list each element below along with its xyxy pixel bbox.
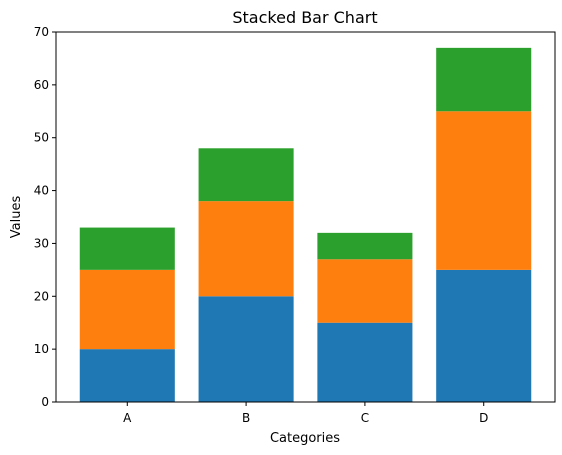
bar-B-segment-2 <box>198 201 294 297</box>
y-tick-label-50: 50 <box>34 131 49 145</box>
y-tick-label-30: 30 <box>34 236 49 250</box>
y-axis-label: Values <box>9 196 24 239</box>
bar-C-segment-3 <box>317 232 413 260</box>
bar-A-segment-3 <box>79 227 175 270</box>
bar-D-segment-2 <box>436 111 532 270</box>
x-tick-label-B: B <box>242 411 250 425</box>
y-tick-label-70: 70 <box>34 25 49 39</box>
y-tick-label-40: 40 <box>34 184 49 198</box>
bars-group <box>79 47 532 402</box>
x-tick-label-A: A <box>123 411 132 425</box>
bar-A-segment-1 <box>79 349 175 402</box>
x-tick-label-C: C <box>361 411 369 425</box>
bar-D-segment-1 <box>436 269 532 402</box>
bar-A-segment-2 <box>79 269 175 350</box>
y-tick-label-60: 60 <box>34 78 49 92</box>
y-tick-label-20: 20 <box>34 289 49 303</box>
bar-C-segment-1 <box>317 322 413 402</box>
x-tick-label-D: D <box>479 411 488 425</box>
bar-B-segment-3 <box>198 148 294 202</box>
chart-title: Stacked Bar Chart <box>232 8 377 27</box>
y-tick-label-10: 10 <box>34 342 49 356</box>
y-axis-ticks: 0 10 20 30 40 50 60 70 <box>34 25 56 409</box>
bar-B-segment-1 <box>198 296 294 402</box>
bar-D-segment-3 <box>436 47 532 112</box>
x-axis-label: Categories <box>270 431 340 446</box>
y-tick-label-0: 0 <box>41 395 49 409</box>
plot-area-frame <box>55 31 556 403</box>
x-axis-ticks: A B C D <box>123 402 488 425</box>
bar-C-segment-2 <box>317 259 413 323</box>
